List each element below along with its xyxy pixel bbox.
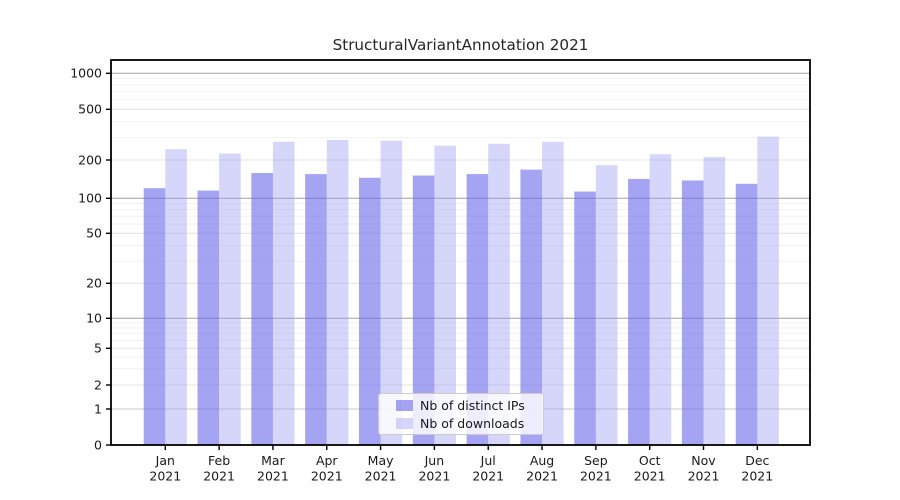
bar-ips-nov bbox=[681, 180, 704, 445]
x-tick-label-year: 2021 bbox=[688, 469, 720, 484]
bar-ips-mar bbox=[251, 173, 273, 445]
bar-ips-feb bbox=[197, 190, 220, 445]
bar-ips-jun bbox=[412, 175, 435, 445]
x-tick-label-month: Feb bbox=[208, 453, 230, 468]
x-tick-label-month: Aug bbox=[530, 453, 554, 468]
x-tick-label-month: Jan bbox=[155, 453, 175, 468]
y-tick-label: 1000 bbox=[70, 66, 102, 81]
bar-downloads-aug bbox=[542, 141, 564, 445]
x-tick-label-month: Nov bbox=[691, 453, 716, 468]
legend: Nb of distinct IPs Nb of downloads bbox=[378, 393, 544, 435]
x-tick-label-year: 2021 bbox=[365, 469, 397, 484]
x-tick-label-year: 2021 bbox=[634, 469, 666, 484]
x-tick-label-month: Sep bbox=[584, 453, 608, 468]
x-tick-label-month: Apr bbox=[316, 453, 338, 468]
x-tick-label-month: Oct bbox=[639, 453, 661, 468]
x-tick-label-year: 2021 bbox=[418, 469, 450, 484]
y-tick-label: 500 bbox=[78, 102, 102, 117]
bar-downloads-apr bbox=[326, 140, 349, 445]
x-tick-label-year: 2021 bbox=[472, 469, 504, 484]
bar-downloads-jun bbox=[434, 145, 456, 445]
bar-downloads-jan bbox=[165, 149, 187, 445]
plot-border bbox=[110, 59, 811, 446]
y-tick-label: 10 bbox=[86, 311, 102, 326]
y-tick-label: 2 bbox=[94, 377, 102, 392]
bar-downloads-nov bbox=[703, 157, 726, 446]
x-tick-label-month: Dec bbox=[745, 453, 769, 468]
y-tick-label: 1 bbox=[94, 401, 102, 416]
x-tick-label-year: 2021 bbox=[741, 469, 773, 484]
x-tick-label-month: Mar bbox=[261, 453, 285, 468]
bar-downloads-feb bbox=[219, 153, 241, 445]
x-tick-label-year: 2021 bbox=[580, 469, 612, 484]
bar-ips-jul bbox=[466, 174, 489, 446]
x-tick-label-year: 2021 bbox=[149, 469, 181, 484]
bar-ips-apr bbox=[305, 174, 327, 446]
x-tick-label-year: 2021 bbox=[257, 469, 289, 484]
y-tick-label: 20 bbox=[86, 276, 102, 291]
legend-swatch-downloads bbox=[396, 417, 413, 429]
bar-downloads-jul bbox=[488, 143, 510, 445]
x-tick-label-year: 2021 bbox=[203, 469, 235, 484]
x-tick-label-month: May bbox=[368, 453, 394, 468]
chart-title: StructuralVariantAnnotation 2021 bbox=[332, 36, 589, 54]
y-tick-label: 5 bbox=[94, 341, 102, 356]
bar-ips-jan bbox=[143, 188, 166, 446]
y-tick-label: 50 bbox=[86, 226, 102, 241]
bar-ips-sep bbox=[574, 191, 596, 445]
bar-downloads-sep bbox=[595, 165, 618, 445]
y-tick-label: 100 bbox=[78, 191, 102, 206]
legend-swatch-distinct-ips bbox=[396, 399, 413, 411]
y-tick-label: 200 bbox=[78, 152, 102, 167]
x-tick-label-month: Jun bbox=[424, 453, 445, 468]
legend-item-distinct-ips: Nb of distinct IPs bbox=[396, 397, 543, 413]
bar-downloads-dec bbox=[757, 136, 779, 445]
x-tick-label-year: 2021 bbox=[311, 469, 343, 484]
bar-ips-may bbox=[358, 177, 381, 446]
legend-item-downloads: Nb of downloads bbox=[396, 415, 543, 431]
bar-ips-dec bbox=[735, 183, 758, 445]
x-tick-label-year: 2021 bbox=[526, 469, 558, 484]
x-tick-label-month: Jul bbox=[480, 453, 496, 468]
bar-ips-oct bbox=[628, 178, 650, 445]
bar-downloads-mar bbox=[272, 141, 295, 445]
y-tick-label: 0 bbox=[94, 437, 102, 452]
bar-ips-aug bbox=[520, 169, 543, 445]
legend-label-distinct-ips: Nb of distinct IPs bbox=[420, 397, 525, 413]
bar-downloads-may bbox=[380, 140, 403, 445]
legend-label-downloads: Nb of downloads bbox=[420, 415, 525, 431]
bar-downloads-oct bbox=[649, 154, 672, 445]
